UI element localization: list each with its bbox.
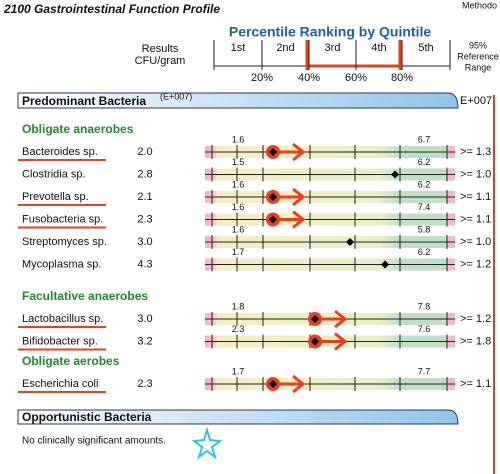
arrow-annotation: [273, 142, 306, 162]
title: 2100 Gastrointestinal Function Profile: [3, 2, 220, 16]
high-label: 5.8: [418, 224, 431, 234]
arrow-annotation: [273, 187, 306, 207]
bacteria-name: Bifidobacter sp.: [22, 335, 98, 347]
result: 3.0: [137, 236, 152, 248]
high-label: 6.7: [418, 134, 431, 144]
result-marker: [269, 193, 277, 201]
results-unit: CFU/gram: [135, 55, 186, 67]
high-label: 7.8: [418, 301, 431, 311]
low-label: 1.7: [232, 247, 245, 257]
percent-label: 60%: [345, 72, 367, 84]
bacteria-name: Escherichia coli: [22, 378, 98, 390]
reference-range: >= 1.1: [460, 378, 491, 390]
arrow-annotation: [273, 374, 306, 394]
quintile-label: 1st: [231, 42, 246, 54]
result-marker: [311, 337, 319, 346]
low-label: 1.6: [232, 179, 245, 189]
result: 2.3: [137, 213, 152, 225]
low-label: 1.6: [232, 134, 245, 144]
section-unit: (E+007): [160, 91, 192, 101]
result-marker: [269, 148, 277, 156]
section-bar: [17, 409, 459, 425]
result: 3.0: [137, 313, 152, 325]
result-marker: [269, 380, 277, 388]
low-label: 2.3: [232, 324, 245, 334]
reference-range: >= 1.2: [460, 313, 491, 325]
bacteria-name: Lactobacillus sp.: [22, 313, 103, 325]
section-title: Opportunistic Bacteria: [22, 410, 152, 424]
low-label: 1.6: [232, 202, 245, 212]
reference-range: >= 1.8: [460, 335, 491, 347]
result: 2.3: [137, 378, 152, 390]
note: No clinically significant amounts.: [22, 436, 166, 447]
reference-range: >= 1.2: [460, 258, 491, 270]
result-marker: [269, 215, 277, 224]
low-label: 1.8: [232, 301, 245, 311]
ref-label: 95%: [469, 40, 487, 50]
bacteria-name: Fusobacteria sp.: [22, 213, 103, 225]
high-label: 6.2: [418, 247, 431, 257]
annotation-bracket: [305, 40, 402, 70]
results-label: Results: [142, 43, 179, 55]
quintile-label: 3rd: [325, 42, 341, 54]
low-label: 1.7: [232, 366, 245, 376]
high-label: 6.2: [418, 157, 431, 167]
reference-range: >= 1.1: [460, 191, 491, 203]
low-label: 1.6: [232, 224, 245, 234]
result: 2.0: [137, 146, 152, 158]
group-title: Facultative anaerobes: [22, 289, 148, 303]
result: 3.2: [137, 335, 152, 347]
high-label: 7.6: [418, 324, 431, 334]
arrow-annotation: [273, 210, 306, 229]
reference-range: >= 1.0: [460, 236, 491, 248]
percent-label: 20%: [251, 72, 273, 84]
reference-range: >= 1.3: [460, 146, 491, 158]
bacteria-name: Mycoplasma sp.: [22, 258, 101, 270]
bacteria-name: Clostridia sp.: [22, 168, 86, 180]
bacteria-name: Prevotella sp.: [22, 191, 89, 203]
star-icon: [191, 426, 223, 460]
result-marker: [381, 260, 389, 269]
bacteria-name: Bacteroides sp.: [22, 146, 98, 158]
ref-label: Range: [465, 62, 492, 72]
quintile-label: 2nd: [276, 42, 294, 54]
group-title: Obligate aerobes: [22, 354, 120, 368]
percent-label: 80%: [391, 72, 413, 84]
low-label: 1.5: [232, 157, 245, 167]
result-marker: [346, 238, 354, 246]
percentile-title: Percentile Ranking by Quintile: [229, 24, 431, 40]
section-title: Predominant Bacteria: [22, 94, 146, 108]
quintile-label: 5th: [418, 42, 433, 54]
result: 2.8: [137, 168, 152, 180]
high-label: 6.2: [418, 179, 431, 189]
high-label: 7.4: [418, 202, 431, 212]
quintile-label: 4th: [371, 42, 386, 54]
section-bar: [17, 92, 459, 109]
bacteria-name: Streptomyces sp.: [22, 236, 107, 248]
ref-label: Reference: [457, 51, 499, 61]
reference-range: >= 1.0: [460, 168, 491, 180]
result: 2.1: [137, 191, 152, 203]
arrow-annotation: [315, 309, 348, 329]
high-label: 7.7: [418, 366, 431, 376]
percent-label: 40%: [298, 72, 320, 84]
arrow-annotation: [315, 332, 348, 351]
method: Methodo: [462, 0, 497, 10]
section-right-unit: E+007: [460, 95, 492, 107]
reference-range: >= 1.1: [460, 213, 491, 225]
group-title: Obligate anaerobes: [22, 122, 134, 136]
result: 4.3: [137, 258, 152, 270]
result-marker: [311, 315, 319, 323]
result-marker: [391, 170, 399, 179]
